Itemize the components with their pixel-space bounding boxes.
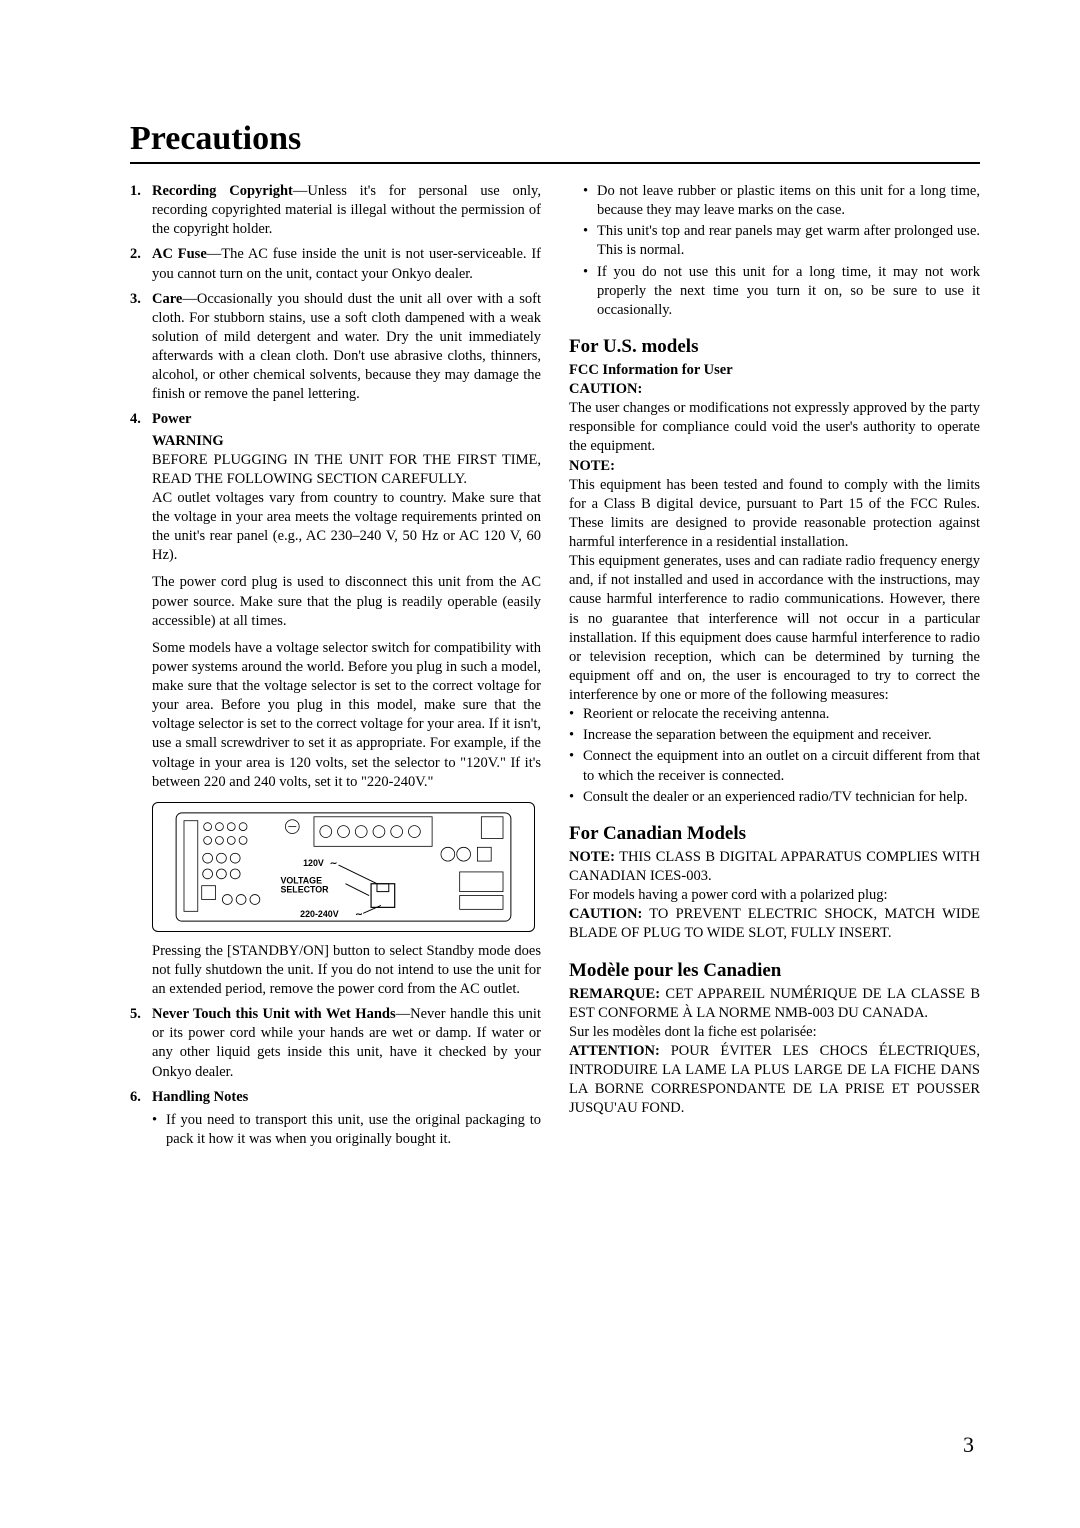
power-p1: AC outlet voltages vary from country to …: [152, 489, 541, 566]
note-body: THIS CLASS B DIGITAL APPARATUS COMPLIES …: [569, 849, 980, 884]
canadian-line2: For models having a power cord with a po…: [569, 886, 980, 905]
power-p4: Pressing the [STANDBY/ON] button to sele…: [152, 942, 541, 999]
precautions-list: 1. Recording Copyright—Unless it's for p…: [130, 182, 541, 792]
canadian-heading: For Canadian Models: [569, 821, 980, 846]
note-label: NOTE:: [569, 457, 980, 476]
right-column: Do not leave rubber or plastic items on …: [569, 182, 980, 1155]
page-title: Precautions: [130, 120, 980, 164]
caution-label: CAUTION:: [569, 906, 642, 922]
item-title: Care: [152, 291, 182, 307]
measure: Connect the equipment into an outlet on …: [569, 747, 980, 785]
handling-bullet: If you need to transport this unit, use …: [152, 1111, 541, 1149]
item-care: 3. Care—Occasionally you should dust the…: [130, 290, 541, 405]
precautions-list-cont: Pressing the [STANDBY/ON] button to sele…: [130, 942, 541, 1149]
voltage-selector-figure: 120V ∼ VOLTAGE SELECTOR 220-240V ∼: [152, 802, 535, 932]
french-heading: Modèle pour les Canadien: [569, 958, 980, 983]
note-p2: This equipment generates, uses and can r…: [569, 552, 980, 705]
french-line2: Sur les modèles dont la fiche est polari…: [569, 1023, 980, 1042]
item-recording-copyright: 1. Recording Copyright—Unless it's for p…: [130, 182, 541, 239]
page-number: 3: [963, 1432, 974, 1458]
interference-measures: Reorient or relocate the receiving anten…: [569, 705, 980, 807]
canadian-caution: CAUTION: TO PREVENT ELECTRIC SHOCK, MATC…: [569, 905, 980, 943]
item-power: 4. Power WARNING BEFORE PLUGGING IN THE …: [130, 410, 541, 791]
canadian-note: NOTE: THIS CLASS B DIGITAL APPARATUS COM…: [569, 848, 980, 886]
item-number: 2.: [130, 245, 141, 264]
attention-label: ATTENTION:: [569, 1043, 660, 1059]
item-title: Recording Copyright: [152, 183, 293, 199]
us-subheading: FCC Information for User: [569, 361, 980, 380]
item-body: —The AC fuse inside the unit is not user…: [152, 246, 541, 281]
item-power-cont: Pressing the [STANDBY/ON] button to sele…: [130, 942, 541, 999]
item-body: —Occasionally you should dust the unit a…: [152, 291, 541, 403]
note-p1: This equipment has been tested and found…: [569, 476, 980, 553]
caution-label: CAUTION:: [569, 380, 980, 399]
item-title: AC Fuse: [152, 246, 207, 262]
note-label: NOTE:: [569, 849, 615, 865]
svg-text:120V: 120V: [303, 858, 324, 868]
item-title: Handling Notes: [152, 1089, 248, 1105]
item-number: 4.: [130, 410, 141, 429]
item-handling-notes: 6. Handling Notes If you need to transpo…: [130, 1088, 541, 1149]
handling-bullet: Do not leave rubber or plastic items on …: [583, 182, 980, 220]
item-wet-hands: 5. Never Touch this Unit with Wet Hands—…: [130, 1005, 541, 1082]
french-remarque: REMARQUE: CET APPAREIL NUMÉRIQUE DE LA C…: [569, 985, 980, 1023]
measure: Consult the dealer or an experienced rad…: [569, 788, 980, 807]
svg-text:220-240V: 220-240V: [300, 909, 339, 919]
handling-bullet: If you do not use this unit for a long t…: [583, 263, 980, 320]
handling-bullet: This unit's top and rear panels may get …: [583, 222, 980, 260]
warning-label: WARNING: [152, 432, 541, 451]
svg-text:∼: ∼: [355, 909, 362, 919]
power-p2: The power cord plug is used to disconnec…: [152, 573, 541, 630]
item-ac-fuse: 2. AC Fuse—The AC fuse inside the unit i…: [130, 245, 541, 283]
measure: Reorient or relocate the receiving anten…: [569, 705, 980, 724]
french-attention: ATTENTION: POUR ÉVITER LES CHOCS ÉLECTRI…: [569, 1042, 980, 1119]
measure: Increase the separation between the equi…: [569, 726, 980, 745]
caution-body: The user changes or modifications not ex…: [569, 399, 980, 456]
us-heading: For U.S. models: [569, 334, 980, 359]
item-number: 5.: [130, 1005, 141, 1024]
content-columns: 1. Recording Copyright—Unless it's for p…: [130, 182, 980, 1155]
left-column: 1. Recording Copyright—Unless it's for p…: [130, 182, 541, 1155]
handling-bullets-cont: Do not leave rubber or plastic items on …: [569, 182, 980, 320]
svg-text:∼: ∼: [330, 858, 337, 868]
warning-body: BEFORE PLUGGING IN THE UNIT FOR THE FIRS…: [152, 451, 541, 489]
item-number: 3.: [130, 290, 141, 309]
item-title: Power: [152, 411, 191, 427]
item-title: Never Touch this Unit with Wet Hands: [152, 1006, 396, 1022]
item-number: 6.: [130, 1088, 141, 1107]
remarque-label: REMARQUE:: [569, 986, 660, 1002]
power-p3: Some models have a voltage selector swit…: [152, 639, 541, 792]
item-number: 1.: [130, 182, 141, 201]
svg-text:SELECTOR: SELECTOR: [280, 884, 329, 894]
